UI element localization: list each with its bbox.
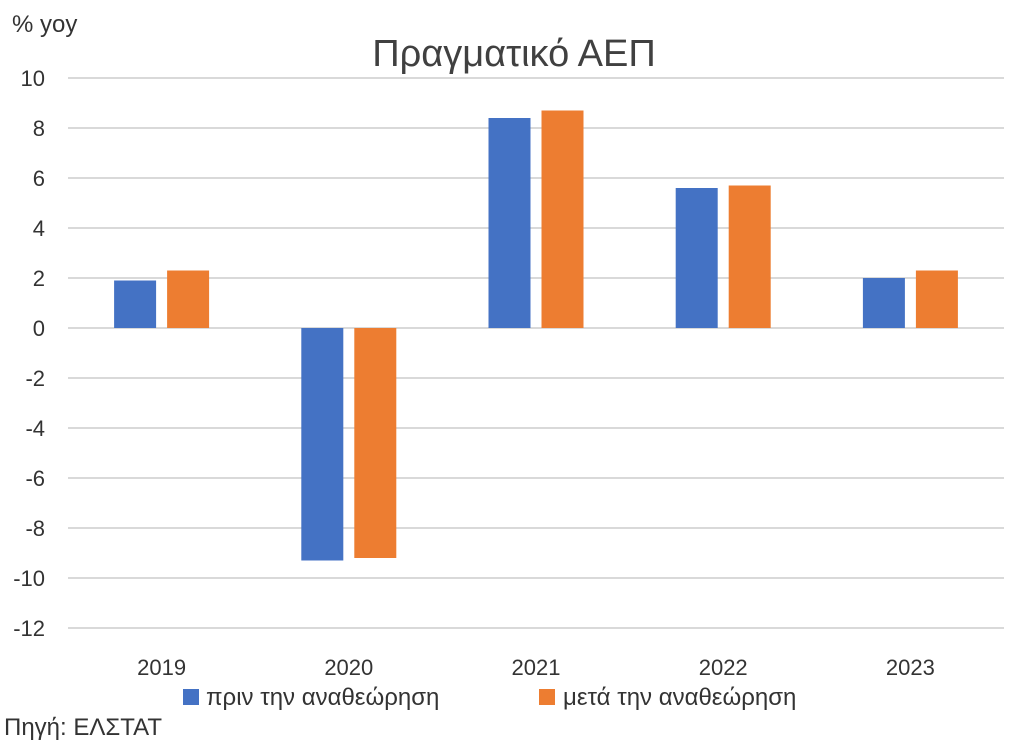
y-tick-label: 2: [33, 266, 45, 291]
y-tick-label: -10: [13, 566, 45, 591]
y-tick-label: -2: [25, 366, 45, 391]
y-tick-label: -12: [13, 616, 45, 641]
x-category-label: 2023: [886, 655, 935, 680]
bars-group: [114, 110, 958, 561]
legend-label-after: μετά την αναθεώρηση: [563, 684, 796, 711]
source-note: Πηγή: ΕΛΣΤΑΤ: [4, 714, 162, 741]
chart-title: Πραγματικό ΑΕΠ: [372, 33, 656, 75]
x-category-label: 2022: [699, 655, 748, 680]
bar-after-2023: [915, 270, 958, 328]
category-labels-group: 2019 2020 2021 2022 2023: [137, 655, 935, 680]
y-tick-label: 10: [21, 66, 45, 91]
bar-after-2019: [167, 270, 210, 328]
bar-before-2023: [862, 278, 905, 328]
x-category-label: 2019: [137, 655, 186, 680]
y-tick-label: 4: [33, 216, 45, 241]
y-tick-labels-group: 10 8 6 4 2 0 -2 -4 -6 -8 -10 -12: [13, 66, 45, 641]
bar-after-2020: [354, 328, 397, 558]
y-tick-label: 0: [33, 316, 45, 341]
gridlines-group: [68, 77, 1004, 629]
legend-swatch-after: [539, 689, 555, 705]
legend-label-before: πριν την αναθεώρηση: [206, 684, 439, 711]
legend-swatch-before: [183, 689, 199, 705]
bar-before-2019: [114, 280, 157, 328]
x-category-label: 2021: [512, 655, 561, 680]
y-tick-label: 6: [33, 166, 45, 191]
y-tick-label: -6: [25, 466, 45, 491]
y-tick-label: 8: [33, 116, 45, 141]
x-category-label: 2020: [324, 655, 373, 680]
y-tick-label: -4: [25, 416, 45, 441]
bar-before-2021: [488, 118, 531, 328]
y-axis-unit-label: % yoy: [12, 11, 77, 38]
bar-after-2022: [728, 185, 771, 328]
legend: πριν την αναθεώρηση μετά την αναθεώρηση: [183, 684, 796, 711]
y-tick-label: -8: [25, 516, 45, 541]
bar-before-2020: [301, 328, 344, 561]
bar-before-2022: [675, 188, 718, 328]
bar-after-2021: [541, 110, 584, 328]
